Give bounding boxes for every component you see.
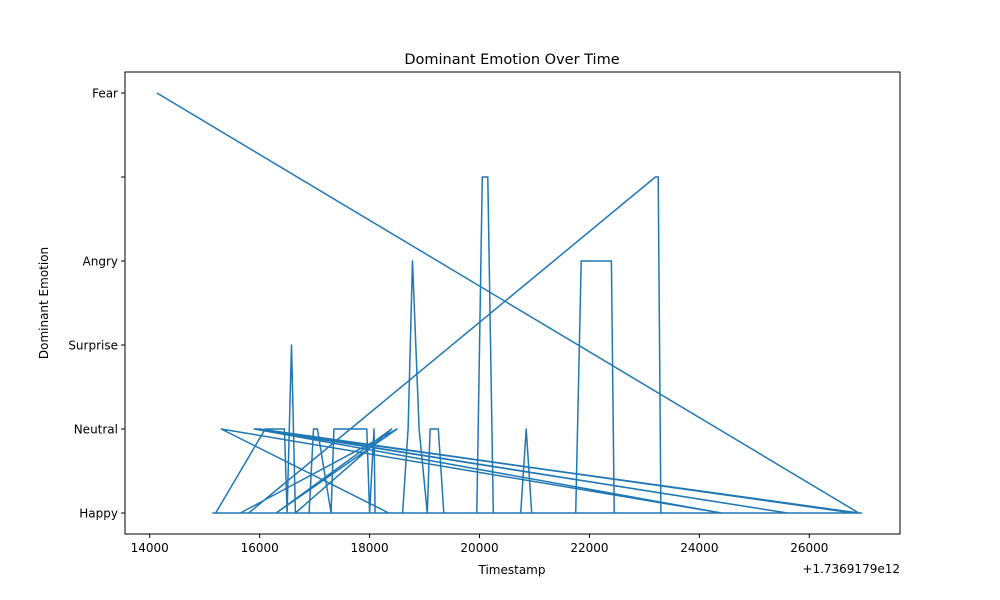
y-tick-label: Fear (92, 87, 118, 101)
y-tick-label: Neutral (74, 423, 118, 437)
plot-frame (124, 71, 901, 535)
x-axis-offset-label: +1.7369179e12 (802, 562, 900, 576)
x-tick-label: 16000 (241, 541, 279, 555)
y-tick-label: Angry (83, 255, 118, 269)
plot-area (156, 92, 863, 514)
y-tick-label: Surprise (68, 339, 118, 353)
x-axis: 14000 16000 18000 20000 22000 24000 26000 (131, 534, 828, 555)
y-axis-label: Dominant Emotion (37, 247, 51, 359)
x-axis-label: Timestamp (478, 563, 546, 577)
y-axis: Happy Neutral Surprise Angry Fear (68, 87, 125, 521)
x-tick-label: 24000 (680, 541, 718, 555)
x-tick-label: 20000 (460, 541, 498, 555)
chart-title: Dominant Emotion Over Time (404, 52, 619, 68)
y-tick-label: Happy (79, 507, 118, 521)
x-tick-label: 22000 (570, 541, 608, 555)
x-tick-label: 18000 (350, 541, 388, 555)
x-tick-label: 26000 (790, 541, 828, 555)
x-tick-label: 14000 (131, 541, 169, 555)
series-line-0 (156, 92, 863, 514)
